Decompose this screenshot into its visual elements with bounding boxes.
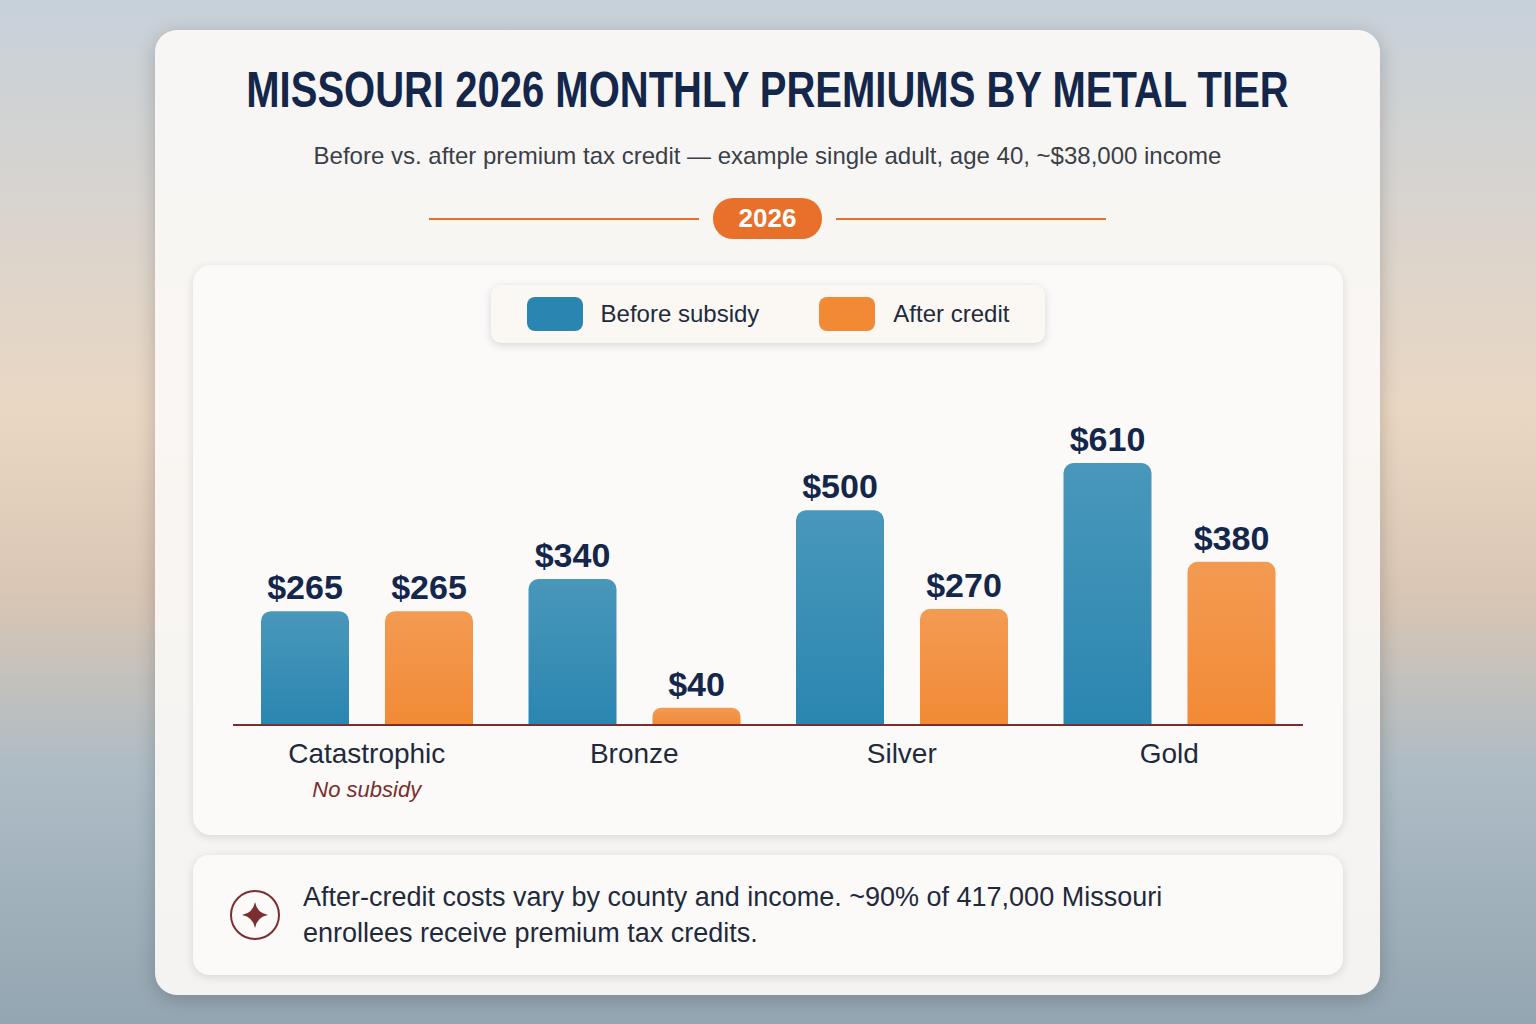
svg-text:Silver: Silver xyxy=(867,738,937,769)
html-text:After-credit costs vary by cou: After-credit costs vary by county and in… xyxy=(303,882,1163,948)
svg-text:$265: $265 xyxy=(267,568,343,606)
html-text:MISSOURI 2026 MONTHLY PREMIUMS: MISSOURI 2026 MONTHLY PREMIUMS BY METAL … xyxy=(246,62,1289,118)
html-text:2026: 2026 xyxy=(738,203,797,233)
svg-text:$380: $380 xyxy=(1194,519,1270,557)
svg-text:$340: $340 xyxy=(535,536,611,574)
html-text:Before vs. after premium tax c: Before vs. after premium tax credit — ex… xyxy=(313,142,1222,169)
svg-text:No subsidy: No subsidy xyxy=(312,777,423,802)
svg-text:$265: $265 xyxy=(391,568,467,606)
svg-text:$40: $40 xyxy=(668,665,725,703)
svg-text:Bronze: Bronze xyxy=(590,738,679,769)
svg-text:Catastrophic: Catastrophic xyxy=(288,738,445,769)
svg-text:$610: $610 xyxy=(1070,420,1146,458)
html-text:Before subsidy: Before subsidy xyxy=(600,300,760,327)
svg-text:$270: $270 xyxy=(926,566,1002,604)
html-text:After credit: After credit xyxy=(893,300,1010,327)
svg-text:Gold: Gold xyxy=(1140,738,1199,769)
svg-text:$500: $500 xyxy=(802,467,878,505)
